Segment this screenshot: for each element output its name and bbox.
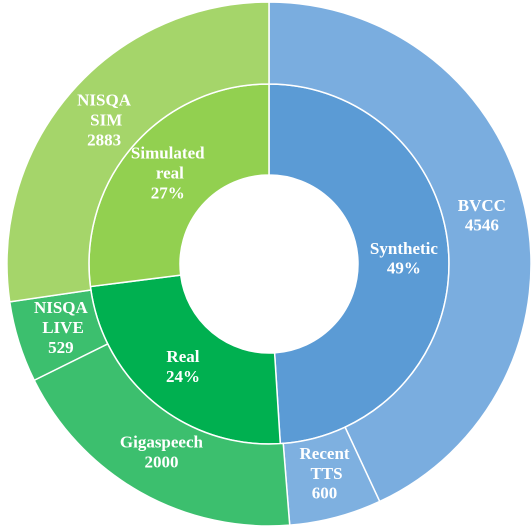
label-line: Real [166, 347, 199, 366]
label-line: Simulated [131, 144, 205, 163]
wedge-label: Recent TTS [300, 444, 350, 483]
label-line: NISQA [77, 90, 132, 109]
wedge-label: Real [166, 347, 199, 366]
wedge-value: 27% [151, 184, 185, 203]
wedge [268, 1, 531, 503]
label-line: SIM [86, 110, 122, 129]
wedge-value: 600 [312, 484, 338, 503]
label-line: NISQA [34, 298, 89, 317]
wedge-value: 529 [48, 338, 74, 357]
wedge [6, 1, 270, 303]
wedge-label: Gigaspeech [120, 433, 204, 452]
wedge-value: 2883 [87, 130, 121, 149]
wedge-value: 4546 [465, 216, 499, 235]
label-line: Gigaspeech [120, 433, 204, 452]
label-line: TTS [307, 464, 343, 483]
wedge-value: 2000 [144, 453, 178, 472]
wedge-label: Synthetic [370, 239, 438, 258]
label-line: Synthetic [370, 239, 438, 258]
wedge-value: 24% [166, 367, 200, 386]
wedge-label: NISQA LIVE [34, 298, 89, 337]
wedge-label: BVCC [458, 196, 506, 215]
label-line: Recent [300, 444, 350, 463]
label-line: BVCC [458, 196, 506, 215]
wedge-value: 49% [387, 259, 421, 278]
wedge-label: NISQA SIM [77, 90, 132, 129]
label-line: LIVE [38, 318, 84, 337]
wedge-label: Simulated real [131, 144, 205, 183]
label-line: real [152, 164, 185, 183]
